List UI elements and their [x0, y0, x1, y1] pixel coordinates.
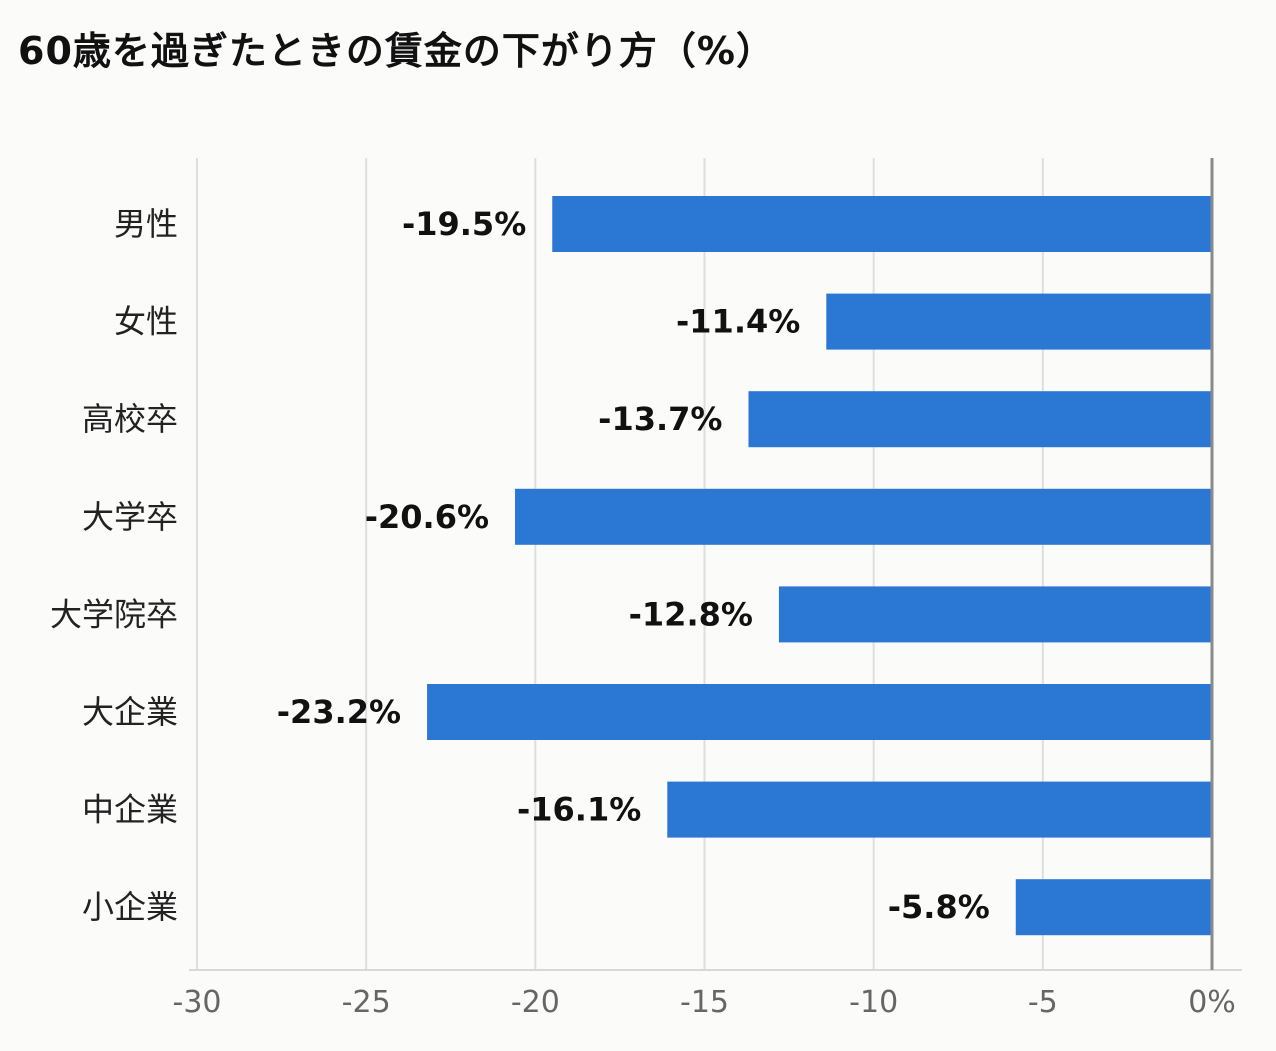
bar — [515, 488, 1212, 545]
data-label: -5.8% — [888, 888, 990, 926]
bar — [748, 391, 1212, 448]
category-label: 高校卒 — [82, 400, 178, 438]
bar — [427, 684, 1213, 740]
x-tick-label: -15 — [680, 985, 729, 1020]
x-tick-label: -5 — [1028, 985, 1058, 1020]
data-label: -20.6% — [365, 498, 489, 536]
axes — [189, 158, 1242, 971]
category-label: 小企業 — [82, 888, 178, 926]
category-label: 大学卒 — [82, 498, 178, 536]
x-tick-label: -10 — [849, 985, 898, 1020]
x-tick-label: -30 — [173, 985, 222, 1020]
category-label: 男性 — [114, 205, 178, 243]
category-label: 大学院卒 — [50, 595, 178, 633]
category-label: 女性 — [114, 303, 178, 341]
x-tick-label: 0% — [1188, 985, 1236, 1020]
category-label: 大企業 — [82, 693, 178, 731]
data-label: -13.7% — [598, 400, 722, 438]
bar — [778, 586, 1212, 643]
bars — [427, 196, 1213, 936]
bar — [826, 293, 1212, 350]
category-label: 中企業 — [82, 791, 178, 829]
bar — [667, 781, 1212, 838]
bar — [1015, 879, 1212, 936]
data-label: -19.5% — [402, 205, 526, 243]
data-label: -23.2% — [277, 693, 401, 731]
bar — [552, 196, 1212, 252]
data-label: -12.8% — [629, 595, 753, 633]
chart-title: 60歳を過ぎたときの賃金の下がり方（%） — [18, 29, 775, 73]
labels: -30 -25 -20 -15 -10 -5 0% 男性 -19.5% 女性 -11.4% 高校卒 -1… — [50, 205, 1236, 1020]
data-label: -16.1% — [517, 791, 641, 829]
grid-lines — [196, 158, 1044, 970]
data-label: -11.4% — [676, 303, 800, 341]
x-tick-label: -20 — [511, 985, 560, 1020]
x-tick-label: -25 — [342, 985, 391, 1020]
